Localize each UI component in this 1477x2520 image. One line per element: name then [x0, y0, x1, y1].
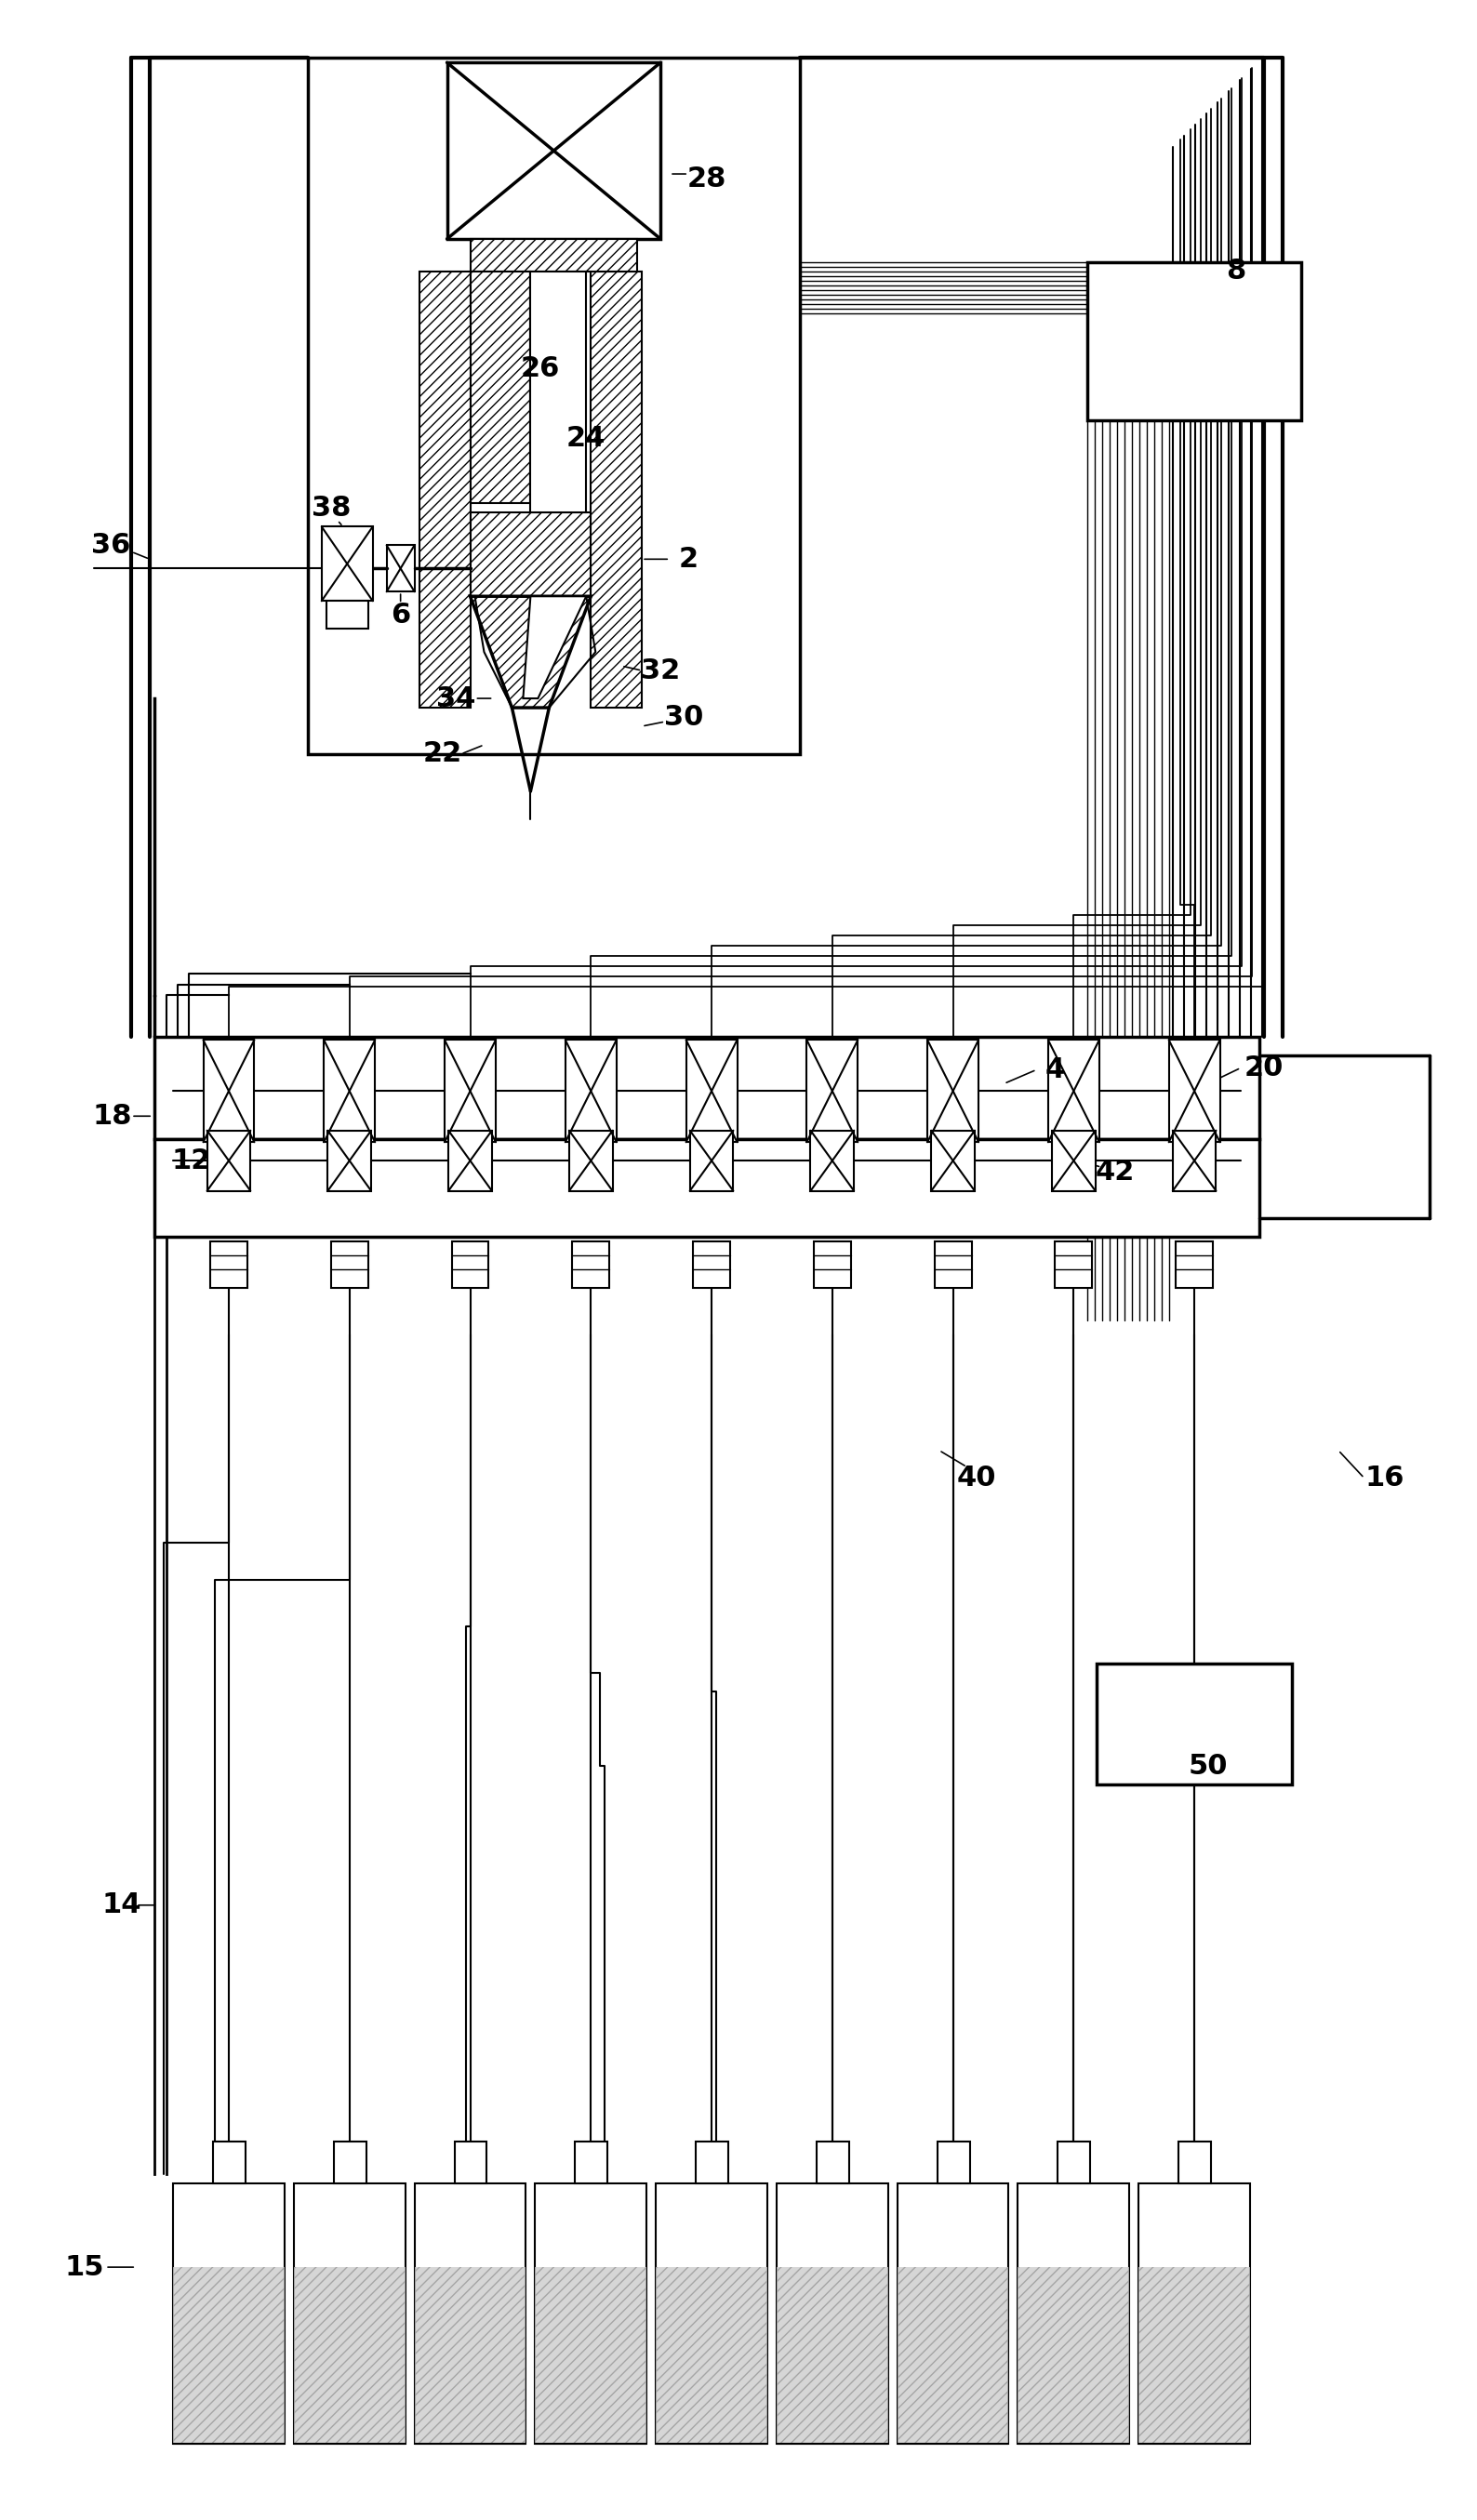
Text: 38: 38	[312, 494, 350, 522]
Bar	[1087, 262, 1301, 421]
Bar	[1139, 2185, 1250, 2444]
Text: 50: 50	[1189, 1751, 1227, 1779]
Text: 42: 42	[1096, 1159, 1136, 1184]
Text: 20: 20	[1244, 1053, 1284, 1081]
Bar	[935, 1242, 972, 1288]
Bar	[1173, 1131, 1216, 1192]
Text: 4: 4	[1046, 1056, 1065, 1084]
Bar	[591, 272, 642, 708]
Bar	[204, 1041, 254, 1142]
Text: 2: 2	[678, 547, 699, 572]
Bar	[530, 272, 586, 512]
Bar	[470, 272, 530, 504]
Bar	[173, 2268, 285, 2444]
Bar	[155, 1139, 1260, 1237]
Bar	[448, 63, 660, 239]
Bar	[419, 272, 470, 708]
Bar	[932, 1131, 975, 1192]
Bar	[938, 2142, 970, 2185]
Bar	[455, 2142, 487, 2185]
Bar	[569, 1131, 613, 1192]
Bar	[777, 2185, 888, 2444]
Bar	[326, 600, 368, 630]
Text: 22: 22	[422, 741, 462, 769]
Bar	[1168, 1041, 1220, 1142]
Text: 32: 32	[641, 658, 679, 683]
Bar	[535, 2268, 647, 2444]
Text: 12: 12	[171, 1147, 211, 1174]
Bar	[1018, 2268, 1130, 2444]
Text: 18: 18	[93, 1104, 133, 1129]
Polygon shape	[523, 597, 586, 698]
Polygon shape	[470, 597, 591, 708]
Text: 36: 36	[92, 532, 130, 559]
Text: 30: 30	[665, 703, 703, 731]
Bar	[575, 2142, 607, 2185]
Text: 24: 24	[567, 426, 606, 451]
Bar	[322, 527, 372, 600]
Text: 14: 14	[102, 1893, 142, 1918]
Bar	[1055, 1242, 1093, 1288]
Bar	[572, 1242, 610, 1288]
Bar	[294, 2268, 405, 2444]
Text: 28: 28	[687, 166, 727, 192]
Bar	[656, 2185, 767, 2444]
Bar	[897, 2268, 1009, 2444]
Bar	[334, 2142, 366, 2185]
Text: 26: 26	[520, 355, 560, 383]
Bar	[690, 1131, 733, 1192]
Bar	[323, 1041, 375, 1142]
Bar	[1052, 1131, 1096, 1192]
Bar	[328, 1131, 371, 1192]
Bar	[210, 1242, 247, 1288]
Bar	[449, 1131, 492, 1192]
Bar	[415, 2268, 526, 2444]
Bar	[207, 1131, 251, 1192]
Bar	[1058, 2142, 1090, 2185]
Bar	[470, 512, 591, 597]
Bar	[814, 1242, 851, 1288]
Bar	[656, 2268, 767, 2444]
Bar	[1018, 2185, 1130, 2444]
Bar	[1179, 2142, 1211, 2185]
Bar	[173, 2185, 285, 2444]
Bar	[817, 2142, 849, 2185]
Bar	[811, 1131, 854, 1192]
Bar	[445, 1041, 496, 1142]
Bar	[1176, 1242, 1213, 1288]
Bar	[331, 1242, 368, 1288]
Bar	[806, 1041, 858, 1142]
Text: 34: 34	[437, 685, 476, 711]
Bar	[696, 2142, 728, 2185]
Bar	[307, 58, 799, 753]
Bar	[155, 1038, 1260, 1139]
Bar	[566, 1041, 616, 1142]
Bar	[685, 1041, 737, 1142]
Bar	[213, 2142, 245, 2185]
Text: 40: 40	[957, 1464, 995, 1492]
Bar	[897, 2185, 1009, 2444]
Bar	[777, 2268, 888, 2444]
Bar	[470, 239, 637, 272]
Bar	[535, 2185, 647, 2444]
Bar	[1097, 1663, 1292, 1784]
Bar	[1049, 1041, 1099, 1142]
Bar	[1139, 2268, 1250, 2444]
Bar	[415, 2185, 526, 2444]
Text: 6: 6	[390, 602, 411, 627]
Bar	[387, 544, 415, 592]
Bar	[928, 1041, 978, 1142]
Bar	[693, 1242, 730, 1288]
Text: 8: 8	[1226, 257, 1247, 285]
Bar	[452, 1242, 489, 1288]
Text: 15: 15	[65, 2253, 105, 2281]
Text: 16: 16	[1365, 1464, 1405, 1492]
Bar	[294, 2185, 405, 2444]
